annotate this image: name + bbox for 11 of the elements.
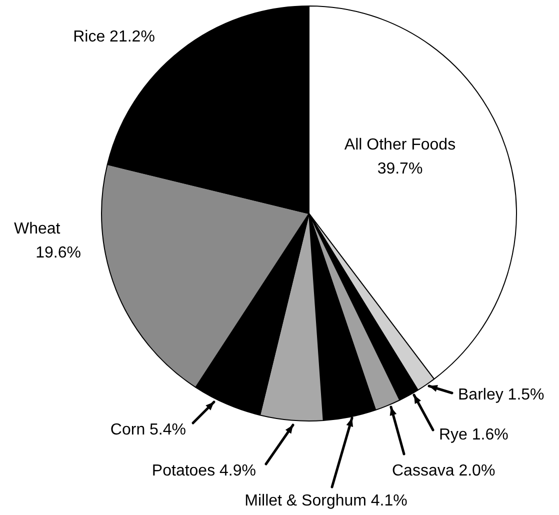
- slice-label: Wheat: [14, 220, 61, 238]
- slice-label: Cassava 2.0%: [392, 462, 496, 480]
- slice-label: Corn 5.4%: [110, 421, 186, 438]
- slice-label: Potatoes 4.9%: [152, 462, 256, 480]
- data-label: 39.7%: [377, 160, 423, 178]
- slice-label: Rice 21.2%: [73, 28, 155, 46]
- data-label: 19.6%: [36, 244, 81, 262]
- slice-label: All Other Foods: [344, 136, 456, 154]
- slice-label: Barley 1.5%: [458, 386, 544, 404]
- slice-label: Millet & Sorghum 4.1%: [244, 492, 408, 510]
- slice-label: Rye 1.6%: [439, 426, 508, 444]
